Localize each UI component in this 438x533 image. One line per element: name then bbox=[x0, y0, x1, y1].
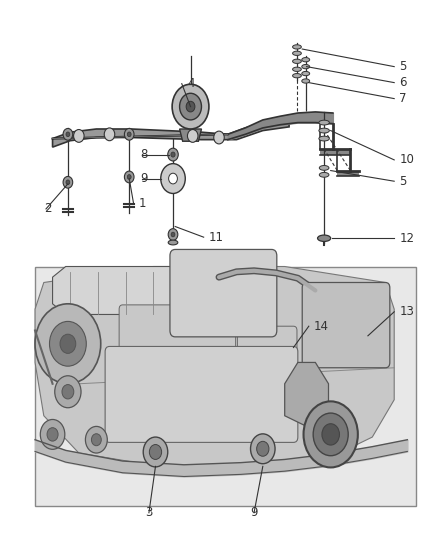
Circle shape bbox=[63, 128, 73, 140]
Text: 11: 11 bbox=[209, 231, 224, 244]
Circle shape bbox=[124, 171, 134, 183]
FancyBboxPatch shape bbox=[119, 305, 236, 377]
Ellipse shape bbox=[302, 79, 310, 83]
Circle shape bbox=[62, 384, 74, 399]
Ellipse shape bbox=[293, 45, 301, 49]
Circle shape bbox=[149, 445, 162, 459]
Text: 9: 9 bbox=[250, 506, 258, 519]
Ellipse shape bbox=[319, 165, 329, 171]
Circle shape bbox=[143, 437, 168, 467]
Circle shape bbox=[124, 128, 134, 140]
Ellipse shape bbox=[293, 74, 301, 78]
Text: 9: 9 bbox=[140, 172, 148, 185]
Ellipse shape bbox=[293, 59, 301, 63]
Circle shape bbox=[257, 441, 269, 456]
Text: 3: 3 bbox=[145, 506, 152, 519]
Circle shape bbox=[180, 93, 201, 120]
Circle shape bbox=[127, 132, 131, 136]
Circle shape bbox=[66, 180, 70, 184]
Circle shape bbox=[63, 176, 73, 188]
Text: 2: 2 bbox=[44, 203, 51, 215]
FancyBboxPatch shape bbox=[302, 282, 390, 368]
Text: 13: 13 bbox=[399, 305, 414, 318]
Circle shape bbox=[74, 130, 84, 142]
Text: 5: 5 bbox=[399, 60, 407, 73]
Ellipse shape bbox=[318, 235, 331, 241]
Ellipse shape bbox=[302, 58, 310, 62]
Text: 1: 1 bbox=[139, 197, 146, 210]
Ellipse shape bbox=[168, 240, 178, 245]
Circle shape bbox=[85, 426, 107, 453]
Ellipse shape bbox=[293, 67, 301, 71]
Polygon shape bbox=[180, 129, 201, 141]
Ellipse shape bbox=[319, 120, 329, 125]
Ellipse shape bbox=[293, 51, 301, 55]
Circle shape bbox=[313, 413, 348, 456]
Circle shape bbox=[214, 131, 224, 144]
Circle shape bbox=[186, 101, 195, 112]
Circle shape bbox=[187, 130, 198, 142]
Text: 4: 4 bbox=[187, 77, 194, 90]
Text: 14: 14 bbox=[314, 320, 329, 333]
Circle shape bbox=[55, 376, 81, 408]
Circle shape bbox=[60, 334, 76, 353]
Circle shape bbox=[104, 128, 115, 141]
Ellipse shape bbox=[302, 71, 310, 76]
Circle shape bbox=[161, 164, 185, 193]
Circle shape bbox=[40, 419, 65, 449]
Ellipse shape bbox=[302, 64, 310, 69]
Circle shape bbox=[322, 424, 339, 445]
Circle shape bbox=[168, 229, 178, 240]
Text: 10: 10 bbox=[399, 154, 414, 166]
Text: 6: 6 bbox=[399, 76, 407, 89]
Text: 8: 8 bbox=[140, 148, 148, 161]
Circle shape bbox=[169, 173, 177, 184]
Circle shape bbox=[171, 152, 175, 157]
Circle shape bbox=[304, 401, 358, 467]
Polygon shape bbox=[53, 266, 254, 314]
Text: 12: 12 bbox=[399, 232, 414, 245]
FancyBboxPatch shape bbox=[105, 346, 298, 442]
Polygon shape bbox=[53, 118, 289, 147]
Circle shape bbox=[172, 84, 209, 129]
Bar bbox=[337, 171, 359, 176]
Circle shape bbox=[171, 232, 175, 237]
Ellipse shape bbox=[319, 128, 329, 133]
Circle shape bbox=[127, 175, 131, 179]
Ellipse shape bbox=[319, 172, 329, 177]
Circle shape bbox=[49, 321, 86, 366]
Polygon shape bbox=[35, 266, 394, 469]
Circle shape bbox=[66, 132, 70, 136]
Circle shape bbox=[47, 427, 58, 441]
Circle shape bbox=[92, 434, 101, 446]
Text: 5: 5 bbox=[399, 175, 407, 188]
Polygon shape bbox=[285, 362, 328, 426]
Circle shape bbox=[168, 148, 178, 161]
Text: 7: 7 bbox=[399, 92, 407, 105]
FancyBboxPatch shape bbox=[237, 326, 297, 388]
Bar bbox=[35, 266, 416, 506]
FancyBboxPatch shape bbox=[170, 249, 277, 337]
Circle shape bbox=[251, 434, 275, 464]
Bar bbox=[320, 149, 350, 155]
Circle shape bbox=[35, 304, 101, 384]
Ellipse shape bbox=[319, 136, 329, 141]
